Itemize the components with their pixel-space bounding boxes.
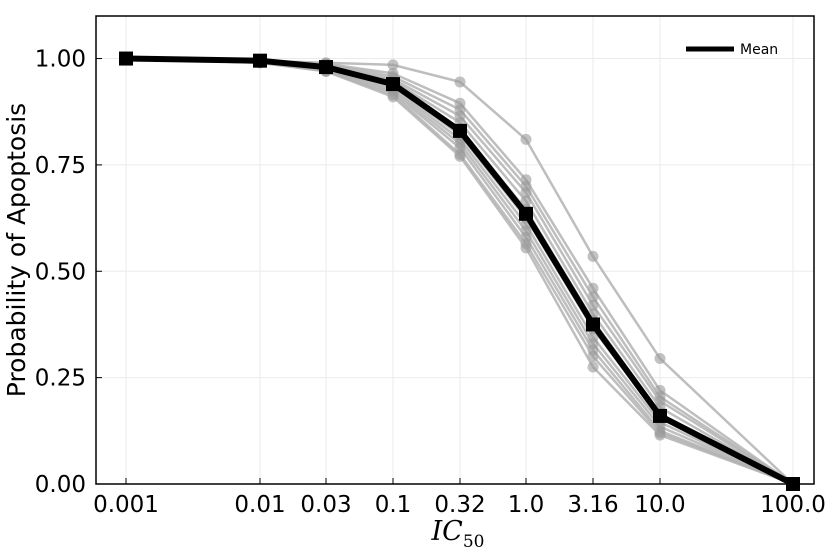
x-tick-label: 0.1 [375, 492, 412, 518]
sample-point [587, 250, 599, 262]
mean-point [586, 317, 600, 332]
axis-ticks: 0.001 0.01 0.03 0.1 0.32 1.0 3.16 10.0 100.0 0.00… [35, 47, 826, 518]
y-tick-label: 0.25 [35, 366, 86, 392]
x-tick-label: 3.16 [567, 492, 618, 518]
plot-frame [95, 15, 815, 485]
x-tick-label: 0.001 [93, 492, 159, 518]
mean-point [319, 60, 333, 75]
x-tick-label: 100.0 [760, 492, 826, 518]
mean-point [386, 77, 400, 92]
sample-point [587, 350, 599, 362]
sample-point [454, 150, 466, 162]
sample-point [387, 91, 399, 103]
y-axis-label: Probability of Apoptosis [2, 103, 31, 397]
x-axis-label: IC50 [431, 516, 485, 552]
sample-point [520, 242, 532, 254]
sample-point [520, 195, 532, 207]
x-tick-label: 0.32 [434, 492, 485, 518]
x-axis-label-main: IC [431, 516, 464, 547]
x-tick-label: 10.0 [634, 492, 685, 518]
x-axis-label-subscript: 50 [463, 532, 485, 552]
y-tick-label: 0.50 [35, 259, 86, 285]
x-tick-label: 0.01 [234, 492, 285, 518]
grid-lines [96, 16, 814, 485]
mean-point [253, 53, 267, 68]
sample-point [387, 59, 399, 71]
x-tick-label: 1.0 [508, 492, 545, 518]
x-tick-label: 0.03 [300, 492, 351, 518]
sample-point [654, 352, 666, 364]
legend: Mean [686, 42, 778, 58]
sample-point [520, 187, 532, 199]
mean-point [519, 206, 533, 221]
mean-point [453, 123, 467, 138]
y-tick-label: 0.00 [35, 472, 86, 498]
mean-point [119, 51, 133, 66]
mean-point [653, 408, 667, 423]
legend-mean-label: Mean [740, 42, 778, 58]
sample-point [520, 133, 532, 145]
sample-point [587, 361, 599, 373]
y-tick-label: 1.00 [35, 47, 86, 73]
sample-point [654, 429, 666, 441]
y-tick-label: 0.75 [35, 153, 86, 179]
sample-point [454, 76, 466, 88]
